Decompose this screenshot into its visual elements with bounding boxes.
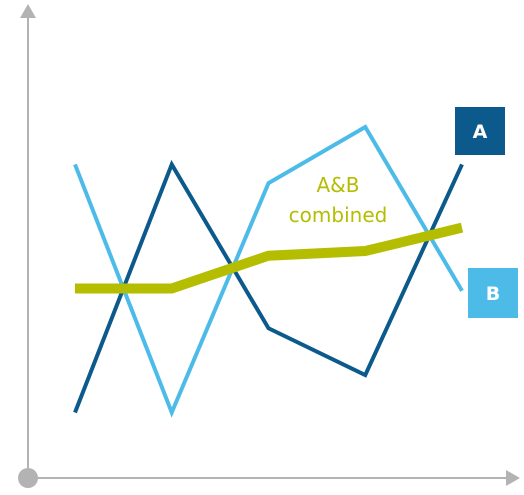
x-axis-arrow xyxy=(506,470,520,486)
legend-label: B xyxy=(486,283,500,305)
legend-label: A xyxy=(473,121,488,143)
y-axis-arrow xyxy=(20,4,36,18)
legend-box xyxy=(455,107,505,155)
axes xyxy=(18,4,520,488)
series-line xyxy=(73,159,464,414)
series-line xyxy=(75,222,464,294)
legend-label: A&B combined xyxy=(289,173,388,227)
legend-box xyxy=(468,268,518,318)
series-line xyxy=(73,124,464,418)
origin-dot xyxy=(18,468,38,488)
